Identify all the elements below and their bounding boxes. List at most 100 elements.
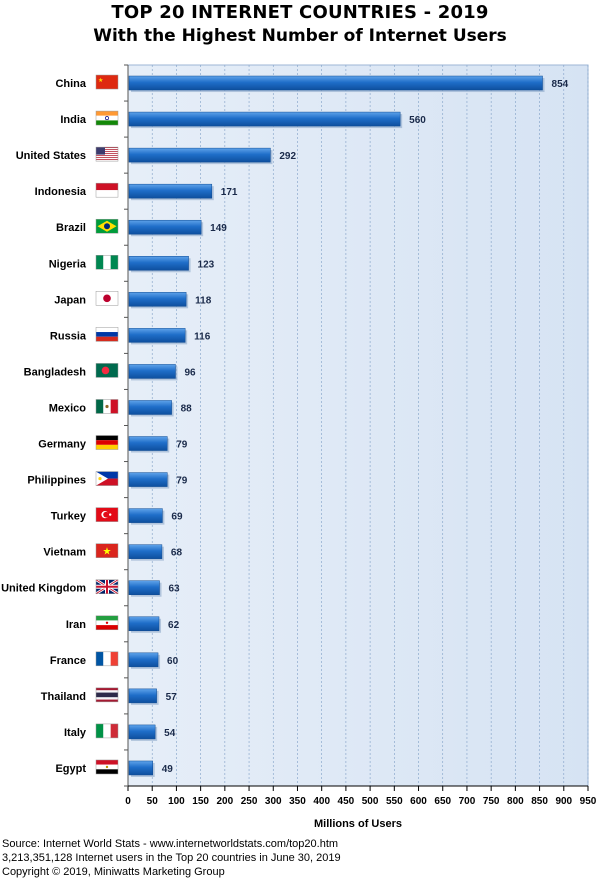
category-label: Turkey — [51, 511, 87, 523]
bar — [128, 147, 271, 163]
x-tick-label: 300 — [265, 796, 282, 807]
x-tick-label: 400 — [313, 796, 330, 807]
category-label: Iran — [66, 619, 86, 631]
category-label: United Kingdom — [1, 583, 86, 595]
x-tick-label: 150 — [192, 796, 209, 807]
mexico-flag-icon — [95, 399, 119, 414]
value-label: 49 — [162, 764, 174, 775]
germany-flag-icon — [95, 435, 119, 450]
category-label: Vietnam — [43, 547, 86, 559]
value-label: 118 — [195, 295, 212, 306]
bar — [128, 508, 163, 523]
value-label: 292 — [279, 151, 296, 162]
bar — [128, 616, 160, 632]
bar — [128, 436, 168, 451]
category-label: China — [55, 78, 86, 90]
value-label: 60 — [167, 656, 179, 667]
category-label: Japan — [54, 294, 86, 306]
japan-flag-icon — [95, 291, 119, 306]
bar — [128, 256, 189, 271]
x-tick-label: 100 — [168, 796, 185, 807]
x-tick-label: 550 — [386, 796, 403, 807]
x-tick-label: 250 — [241, 796, 258, 807]
bar — [128, 75, 543, 91]
uk-flag-icon — [95, 578, 119, 595]
bar — [128, 652, 159, 668]
chart-title: TOP 20 INTERNET COUNTRIES - 2019 — [111, 2, 489, 23]
x-tick-label: 200 — [216, 796, 233, 807]
x-tick-label: 700 — [459, 796, 476, 807]
svg-text:★: ★ — [98, 77, 103, 84]
value-label: 79 — [176, 440, 188, 451]
category-label: India — [60, 114, 87, 126]
category-label: Italy — [64, 727, 87, 739]
x-tick-label: 750 — [483, 796, 500, 807]
x-tick-label: 900 — [555, 796, 572, 807]
nigeria-flag-icon — [95, 255, 119, 270]
category-label: Indonesia — [35, 186, 87, 198]
bar — [128, 219, 202, 235]
plot-area — [127, 64, 589, 787]
bangladesh-flag-icon — [95, 363, 119, 378]
x-tick-label: 500 — [362, 796, 379, 807]
bar — [128, 400, 172, 415]
x-tick-label: 600 — [410, 796, 427, 807]
category-label: Brazil — [56, 222, 86, 234]
x-tick-label: 350 — [289, 796, 306, 807]
philippines-flag-icon — [95, 471, 119, 486]
category-label: Philippines — [27, 475, 86, 487]
value-label: 123 — [198, 259, 215, 270]
turkey-flag-icon — [95, 507, 119, 522]
category-label: Thailand — [41, 691, 86, 703]
chart-subtitle: With the Highest Number of Internet User… — [93, 26, 507, 46]
france-flag-icon — [95, 651, 119, 667]
x-tick-label: 950 — [580, 796, 597, 807]
category-label: Egypt — [55, 763, 86, 775]
value-label: 57 — [166, 692, 178, 703]
egypt-flag-icon — [95, 759, 119, 775]
russia-flag-icon — [95, 327, 119, 342]
italy-flag-icon — [95, 723, 119, 739]
bar — [128, 183, 213, 199]
category-label: Nigeria — [49, 258, 87, 270]
india-flag-icon — [95, 110, 119, 126]
value-label: 854 — [552, 79, 569, 90]
bar — [128, 544, 163, 559]
bar — [128, 364, 176, 379]
category-label: United States — [16, 150, 86, 162]
category-label: Bangladesh — [24, 366, 87, 378]
value-label: 171 — [221, 187, 238, 198]
value-label: 96 — [184, 367, 196, 378]
x-tick-label: 0 — [125, 796, 131, 807]
x-axis-label: Millions of Users — [314, 818, 402, 830]
category-label: Mexico — [49, 402, 87, 414]
bar — [128, 472, 168, 487]
bar — [128, 760, 153, 776]
users-note: 3,213,351,128 Internet users in the Top … — [2, 852, 341, 864]
brazil-flag-icon — [95, 218, 119, 234]
category-label: France — [50, 655, 86, 667]
value-label: 63 — [169, 584, 181, 595]
value-label: 68 — [171, 548, 183, 559]
bar — [128, 724, 156, 740]
value-label: 79 — [176, 476, 188, 487]
thailand-flag-icon — [95, 687, 119, 703]
x-tick-label: 800 — [507, 796, 524, 807]
indonesia-flag-icon — [95, 182, 119, 198]
x-tick-label: 50 — [147, 796, 159, 807]
x-tick-label: 450 — [338, 796, 355, 807]
value-label: 54 — [164, 728, 176, 739]
bar — [128, 292, 187, 307]
value-label: 149 — [210, 223, 227, 234]
category-label: Russia — [50, 330, 87, 342]
svg-text:★: ★ — [103, 546, 112, 557]
source-text: Source: Internet World Stats - www.inter… — [2, 838, 339, 850]
china-flag-icon: ★ — [95, 74, 119, 90]
bar — [128, 580, 160, 595]
x-tick-label: 650 — [434, 796, 451, 807]
value-label: 88 — [181, 403, 193, 414]
value-label: 62 — [168, 620, 180, 631]
x-tick-label: 850 — [531, 796, 548, 807]
iran-flag-icon — [95, 615, 119, 631]
